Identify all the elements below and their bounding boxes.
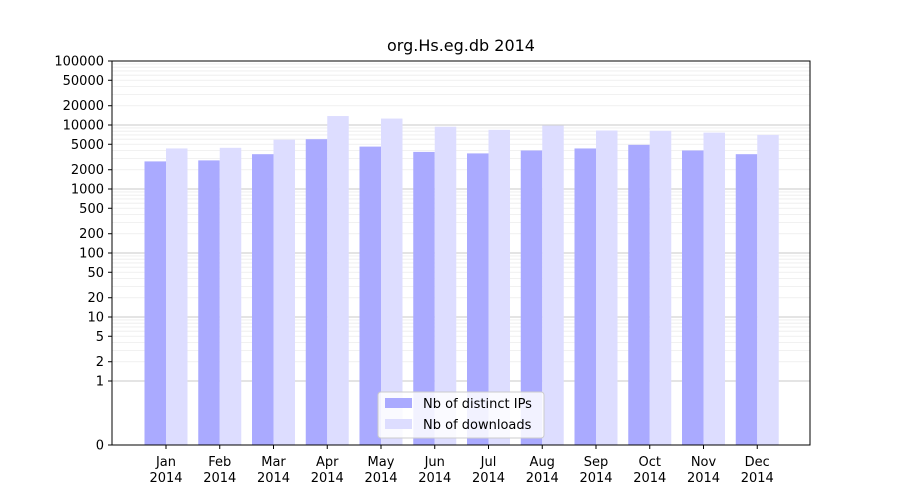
bar-distinct-ips [144, 161, 166, 446]
y-tick-label: 20 [87, 291, 104, 306]
bar-distinct-ips [305, 139, 328, 446]
bar-downloads [542, 125, 564, 446]
y-axis: 0 1 2 5 10 20 50 100 200 500 1000 2000 5000 10000 2000… [54, 55, 112, 454]
bar-distinct-ips [628, 144, 650, 445]
legend-box [377, 391, 545, 439]
y-tick-label: 100000 [54, 55, 104, 70]
bar-distinct-ips [467, 153, 489, 445]
x-tick-label-year: 2014 [418, 471, 451, 486]
y-tick-label: 10000 [63, 119, 104, 134]
x-tick-label-month: Feb [208, 455, 231, 470]
legend-label-downloads: Nb of downloads [423, 418, 532, 433]
x-tick-label-month: May [368, 455, 395, 470]
x-tick-label-month: Nov [691, 455, 717, 470]
x-tick-label-year: 2014 [257, 471, 290, 486]
y-tick-label: 2 [96, 355, 104, 370]
y-tick-label: 10 [87, 311, 104, 326]
y-tick-label: 5 [96, 330, 104, 345]
x-tick-label-year: 2014 [203, 471, 236, 486]
legend-swatch-ips [385, 398, 412, 408]
x-axis: Jan2014Feb2014Mar2014Apr2014May2014Jun20… [149, 445, 774, 486]
bar-distinct-ips [198, 160, 220, 445]
bar-distinct-ips [520, 150, 543, 446]
y-tick-label: 50 [87, 266, 104, 281]
x-tick-label-year: 2014 [364, 471, 397, 486]
bar-distinct-ips [252, 154, 274, 446]
x-tick-label-year: 2014 [149, 471, 182, 486]
bar-downloads [381, 118, 403, 445]
x-tick-label-year: 2014 [311, 471, 344, 486]
y-tick-label: 200 [79, 227, 104, 242]
bar-downloads [649, 130, 672, 445]
x-tick-label-year: 2014 [526, 471, 559, 486]
x-tick-label-month: Jun [424, 455, 445, 470]
bar-downloads [219, 147, 242, 445]
bar-distinct-ips [735, 154, 758, 446]
bar-layer [144, 116, 779, 446]
y-tick-label: 20000 [63, 99, 104, 114]
y-tick-label: 1000 [71, 183, 104, 198]
bar-downloads [434, 126, 457, 445]
x-tick-label-month: Apr [316, 455, 339, 470]
chart-title: org.Hs.eg.db 2014 [387, 36, 535, 55]
x-tick-label-month: Jan [155, 455, 176, 470]
x-tick-label-year: 2014 [472, 471, 505, 486]
x-tick-label-month: Aug [530, 455, 555, 470]
x-tick-label-month: Sep [584, 455, 609, 470]
bar-downloads [166, 148, 188, 446]
y-tick-label: 2000 [71, 163, 104, 178]
y-tick-label: 5000 [71, 138, 104, 153]
legend: Nb of distinct IPs Nb of downloads [377, 391, 545, 439]
bar-downloads [273, 139, 295, 445]
x-tick-label-month: Dec [745, 455, 770, 470]
bar-downloads [757, 134, 779, 445]
bar-distinct-ips [413, 151, 435, 445]
bar-downloads [596, 130, 618, 445]
bar-distinct-ips [682, 150, 704, 446]
x-tick-label-year: 2014 [633, 471, 666, 486]
bar-downloads [488, 129, 510, 445]
x-tick-label-month: Mar [261, 455, 286, 470]
x-tick-label-year: 2014 [687, 471, 720, 486]
x-tick-label-month: Jul [480, 455, 497, 470]
x-tick-label-year: 2014 [741, 471, 774, 486]
y-tick-label: 0 [96, 439, 104, 454]
bar-downloads [327, 116, 349, 446]
legend-swatch-downloads [385, 419, 412, 429]
x-tick-label-month: Oct [639, 455, 661, 470]
y-tick-label: 50000 [63, 74, 104, 89]
legend-label-ips: Nb of distinct IPs [423, 397, 532, 412]
bar-distinct-ips [359, 146, 381, 445]
bar-distinct-ips [574, 148, 596, 446]
x-tick-label-year: 2014 [579, 471, 612, 486]
y-tick-label: 1 [96, 375, 104, 390]
y-tick-label: 100 [79, 247, 104, 262]
y-tick-label: 500 [79, 202, 104, 217]
bar-downloads [703, 132, 725, 445]
